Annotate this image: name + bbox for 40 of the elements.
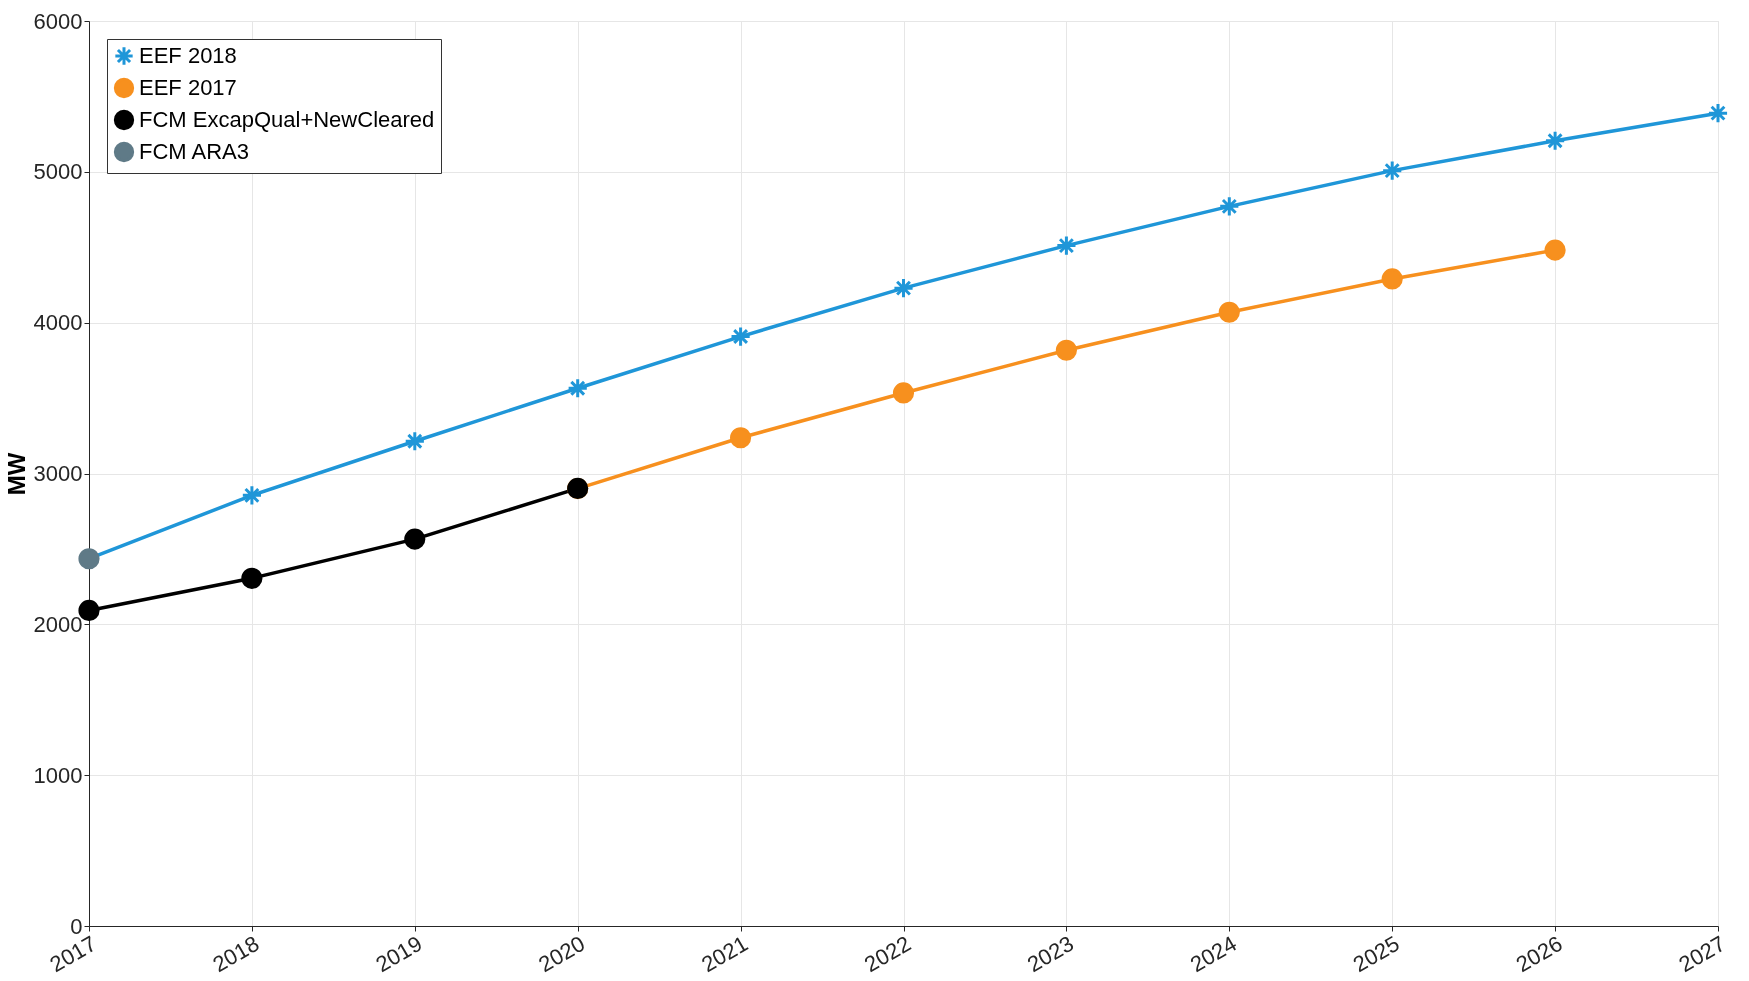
point: [1218, 301, 1240, 323]
legend-label: EEF 2018: [139, 43, 237, 68]
point: [730, 427, 752, 449]
x-tick-label: 2025: [1348, 930, 1404, 978]
x-tick-label: 2021: [697, 930, 753, 978]
point: [892, 277, 915, 299]
x-tick-label: 2020: [534, 930, 590, 978]
y-tick-label: 0: [70, 913, 83, 939]
y-tick-label: 3000: [33, 461, 83, 486]
point: [1218, 195, 1240, 217]
point: [730, 325, 752, 348]
y-tick-label: 1000: [33, 762, 83, 788]
legend-label: FCM ExcapQual+NewCleared: [139, 107, 435, 132]
point: [567, 377, 589, 399]
point: [1381, 160, 1403, 182]
point: [1055, 339, 1077, 361]
point: [241, 567, 263, 589]
point: [404, 528, 426, 550]
x-tick-label: 2027: [1674, 930, 1730, 978]
point: [1055, 235, 1077, 257]
legend-label: EEF 2017: [139, 75, 237, 100]
point: [404, 430, 426, 452]
point: [892, 382, 915, 404]
x-tick-label: 2022: [860, 930, 915, 978]
y-tick-label: 2000: [33, 611, 83, 637]
y-tick-label: 4000: [33, 310, 83, 336]
x-tick-label: 2024: [1185, 930, 1241, 978]
y-tick-label: 5000: [33, 159, 83, 185]
point: [1707, 102, 1729, 124]
x-tick-label: 2019: [371, 930, 427, 978]
y-axis-title: MW: [2, 452, 30, 496]
point: [1544, 239, 1566, 261]
point: [1544, 130, 1566, 152]
point: [1381, 268, 1403, 290]
x-tick-label: 2023: [1023, 930, 1078, 978]
y-tick-label: 6000: [33, 8, 83, 34]
x-tick-label: 2026: [1511, 930, 1567, 978]
point: [241, 484, 263, 506]
x-tick-label: 2018: [208, 930, 264, 978]
legend-label: FCM ARA3: [139, 139, 250, 164]
